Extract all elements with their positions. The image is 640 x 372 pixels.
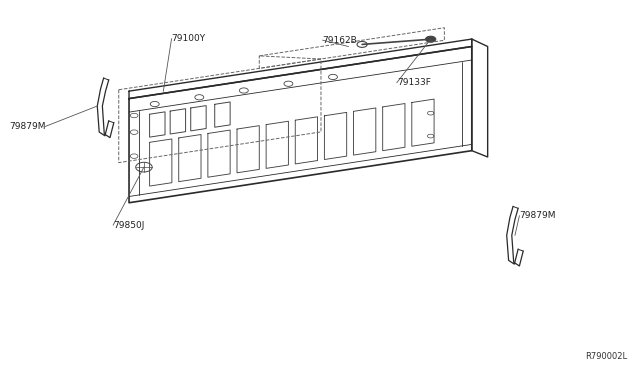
Circle shape: [426, 36, 436, 42]
Text: 79133F: 79133F: [397, 78, 431, 87]
Text: 79850J: 79850J: [113, 221, 145, 230]
Text: R790002L: R790002L: [585, 352, 627, 361]
Text: 79162B: 79162B: [323, 36, 357, 45]
Text: 79100Y: 79100Y: [172, 34, 205, 43]
Text: 79879M: 79879M: [9, 122, 45, 131]
Text: 79879M: 79879M: [520, 211, 556, 220]
